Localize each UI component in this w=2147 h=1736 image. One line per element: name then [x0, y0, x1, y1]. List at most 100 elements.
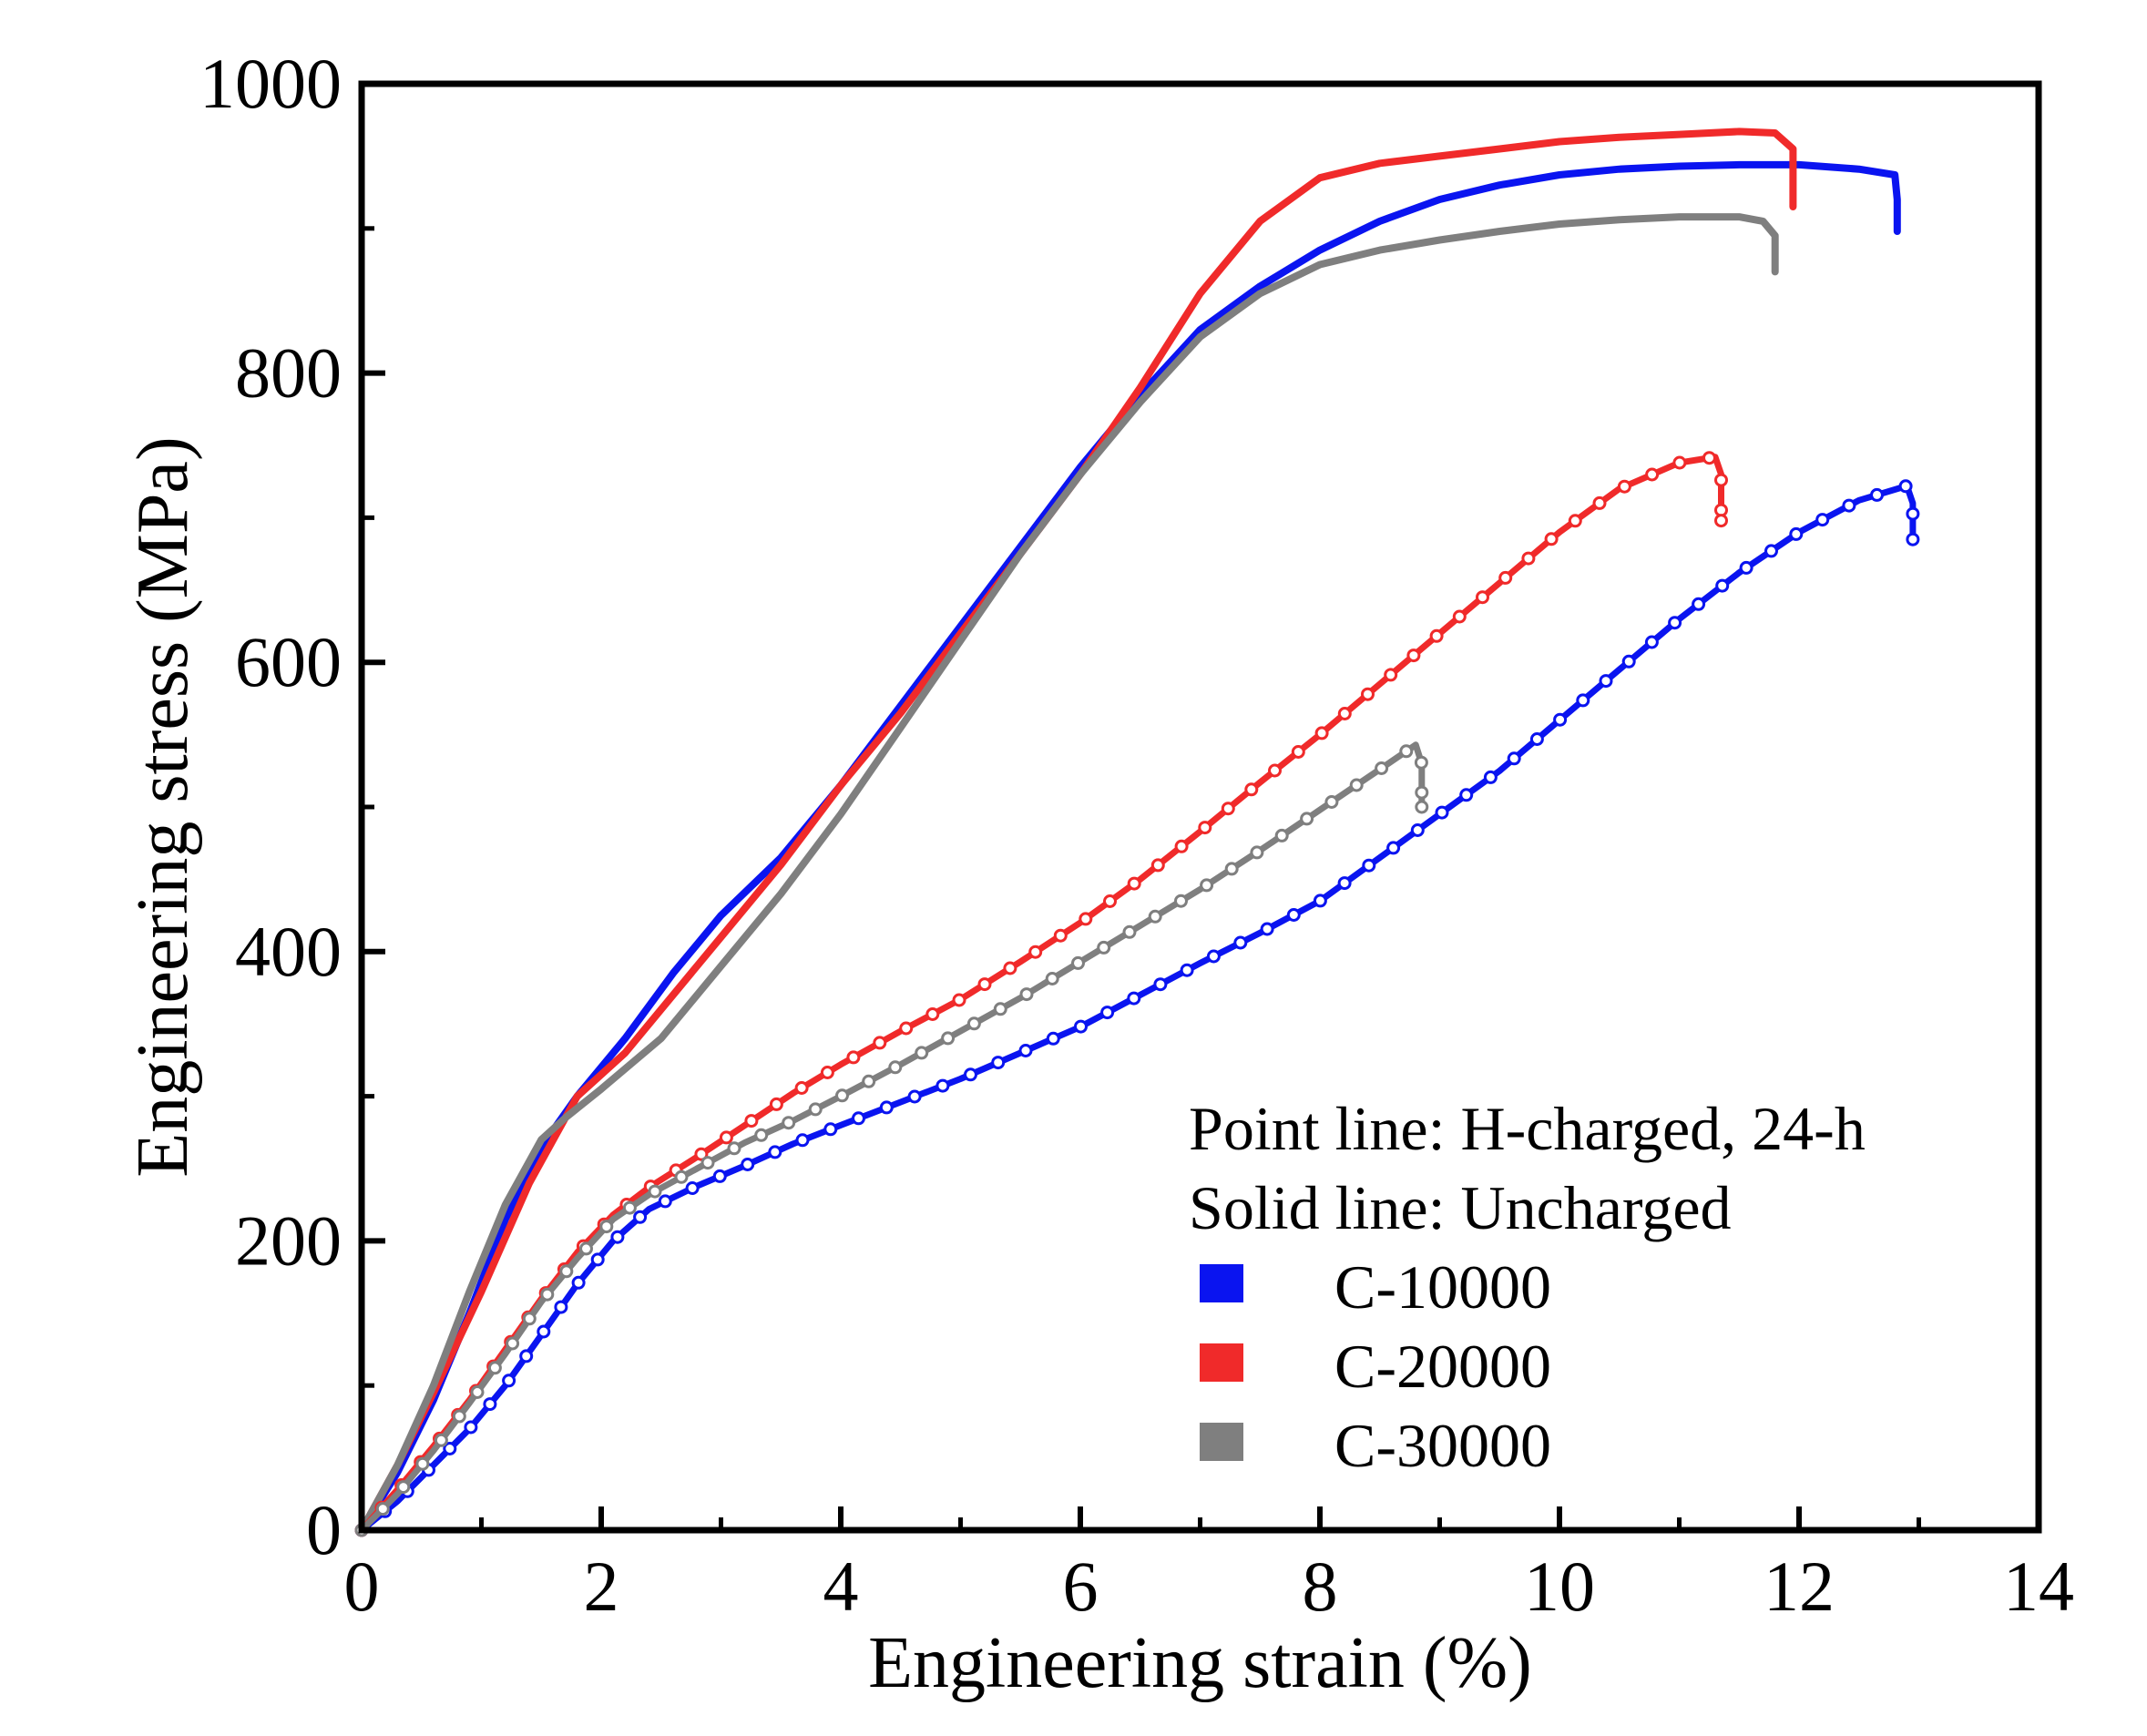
series-marker-c-30000-h-charged — [648, 1184, 662, 1199]
series-marker-c-20000-h-charged — [1521, 551, 1536, 566]
series-marker-c-20000-h-charged — [1003, 961, 1017, 975]
series-marker-c-10000-h-charged — [685, 1181, 700, 1195]
series-marker-c-10000-h-charged — [712, 1169, 727, 1183]
series-marker-c-10000-h-charged — [1206, 949, 1221, 964]
series-marker-c-20000-h-charged — [694, 1147, 709, 1161]
series-marker-c-30000-h-charged — [375, 1502, 390, 1516]
series-marker-c-10000-h-charged — [1906, 506, 1920, 521]
series-marker-c-10000-h-charged — [1074, 1019, 1088, 1034]
y-tick-label: 0 — [306, 1490, 342, 1569]
x-tick-label: 14 — [2003, 1547, 2074, 1626]
series-marker-c-10000-h-charged — [1435, 805, 1449, 820]
series-marker-c-10000-h-charged — [1180, 963, 1194, 977]
series-marker-c-10000-h-charged — [610, 1230, 625, 1244]
series-marker-c-10000-h-charged — [1870, 487, 1884, 502]
series-marker-c-20000-h-charged — [846, 1050, 861, 1065]
series-marker-c-30000-h-charged — [915, 1046, 929, 1060]
series-marker-c-30000-h-charged — [622, 1200, 637, 1215]
series-marker-c-30000-h-charged — [470, 1385, 485, 1399]
series-marker-c-10000-h-charged — [991, 1056, 1006, 1070]
series-marker-c-30000-h-charged — [1174, 894, 1188, 908]
series-marker-c-20000-h-charged — [1103, 894, 1117, 908]
series-marker-c-10000-h-charged — [1018, 1044, 1033, 1057]
series-marker-c-10000-h-charged — [554, 1300, 568, 1314]
series-marker-c-10000-h-charged — [935, 1078, 950, 1093]
series-marker-c-30000-h-charged — [808, 1102, 823, 1117]
series-marker-c-30000-h-charged — [1148, 909, 1162, 924]
series-marker-c-20000-h-charged — [1028, 945, 1043, 959]
series-marker-c-20000-h-charged — [1384, 668, 1398, 682]
series-marker-c-10000-h-charged — [483, 1397, 497, 1412]
series-marker-c-30000-h-charged — [1224, 862, 1239, 876]
series-marker-c-10000-h-charged — [964, 1067, 977, 1082]
series-marker-c-30000-h-charged — [674, 1169, 689, 1184]
legend: Point line: H-charged, 24-h Solid line: … — [1189, 1094, 1866, 1480]
series-marker-c-10000-h-charged — [571, 1275, 586, 1290]
series-marker-c-30000-h-charged — [993, 1002, 1007, 1016]
series-marker-c-10000-h-charged — [1337, 876, 1352, 891]
series-marker-c-10000-h-charged — [1507, 751, 1521, 766]
series-line-c-10000-uncharged — [358, 160, 1901, 1534]
series-marker-c-30000-h-charged — [966, 1016, 981, 1031]
series-marker-c-20000-h-charged — [1244, 782, 1259, 797]
y-tick-label: 400 — [235, 912, 342, 991]
series-marker-c-10000-h-charged — [443, 1442, 457, 1455]
series-marker-c-20000-h-charged — [794, 1081, 809, 1095]
series-marker-c-10000-h-charged — [907, 1089, 922, 1104]
series-marker-c-30000-h-charged — [700, 1156, 715, 1170]
series-marker-c-10000-h-charged — [502, 1373, 516, 1388]
series-marker-c-20000-h-charged — [1702, 451, 1716, 465]
series-marker-c-20000-h-charged — [1337, 707, 1352, 720]
series-marker-c-10000-h-charged — [1668, 616, 1682, 630]
legend-label-c-30000: C-30000 — [1334, 1411, 1551, 1480]
series-marker-c-10000-h-charged — [1842, 498, 1856, 513]
series-marker-c-20000-h-charged — [1645, 467, 1660, 482]
series-marker-c-30000-h-charged — [1019, 987, 1034, 1002]
series-marker-c-30000-h-charged — [1250, 845, 1264, 860]
series-marker-c-10000-h-charged — [741, 1158, 755, 1171]
series-marker-c-20000-h-charged — [1672, 455, 1687, 470]
series-marker-c-20000-h-charged — [899, 1021, 914, 1036]
series-marker-c-30000-h-charged — [1122, 924, 1137, 939]
series-marker-c-20000-h-charged — [1429, 628, 1444, 643]
series-marker-c-30000-h-charged — [599, 1220, 614, 1234]
series-marker-c-20000-h-charged — [1268, 763, 1282, 778]
x-axis-title: Engineering strain (%) — [868, 1623, 1532, 1703]
series-marker-c-10000-h-charged — [658, 1194, 672, 1209]
series-marker-c-20000-h-charged — [1150, 858, 1165, 873]
series-marker-c-30000-h-charged — [1300, 812, 1314, 826]
series-marker-c-10000-h-charged — [633, 1210, 648, 1224]
series-marker-c-10000-h-charged — [1260, 922, 1274, 936]
series-marker-c-10000-h-charged — [1459, 788, 1474, 802]
x-tick-label: 4 — [823, 1547, 859, 1626]
series-marker-c-20000-h-charged — [719, 1130, 733, 1145]
series-marker-c-20000-h-charged — [952, 993, 966, 1007]
series-marker-c-10000-h-charged — [590, 1252, 605, 1267]
series-marker-c-10000-h-charged — [1764, 544, 1778, 558]
series-marker-c-30000-h-charged — [888, 1060, 903, 1075]
series-marker-c-10000-h-charged — [1233, 935, 1248, 950]
x-tick-label: 12 — [1764, 1547, 1835, 1626]
series-marker-c-30000-h-charged — [1415, 800, 1429, 814]
y-tick-label: 200 — [235, 1200, 342, 1280]
series-marker-c-30000-h-charged — [1045, 972, 1059, 985]
series-marker-c-30000-h-charged — [1274, 828, 1289, 842]
series-marker-c-10000-h-charged — [1906, 532, 1920, 546]
series-marker-c-20000-h-charged — [1498, 570, 1513, 585]
series-marker-c-20000-h-charged — [1476, 590, 1489, 605]
legend-note-point-line: Point line: H-charged, 24-h — [1189, 1094, 1866, 1163]
series-marker-c-20000-h-charged — [1361, 687, 1375, 701]
legend-swatch-c-30000 — [1200, 1423, 1243, 1461]
series-marker-c-20000-h-charged — [977, 977, 992, 992]
series-marker-c-10000-h-charged — [1553, 712, 1568, 727]
series-marker-c-10000-h-charged — [1644, 635, 1659, 649]
series-marker-c-20000-h-charged — [1452, 609, 1467, 624]
series-marker-c-20000-h-charged — [769, 1097, 783, 1111]
series-marker-c-10000-h-charged — [1153, 977, 1168, 992]
series-marker-c-10000-h-charged — [1815, 513, 1830, 527]
y-tick-label: 1000 — [199, 44, 342, 123]
series-marker-c-10000-h-charged — [1576, 693, 1590, 708]
series-marker-c-10000-h-charged — [823, 1122, 838, 1137]
y-axis-title: Engineering stress (MPa) — [123, 436, 203, 1177]
